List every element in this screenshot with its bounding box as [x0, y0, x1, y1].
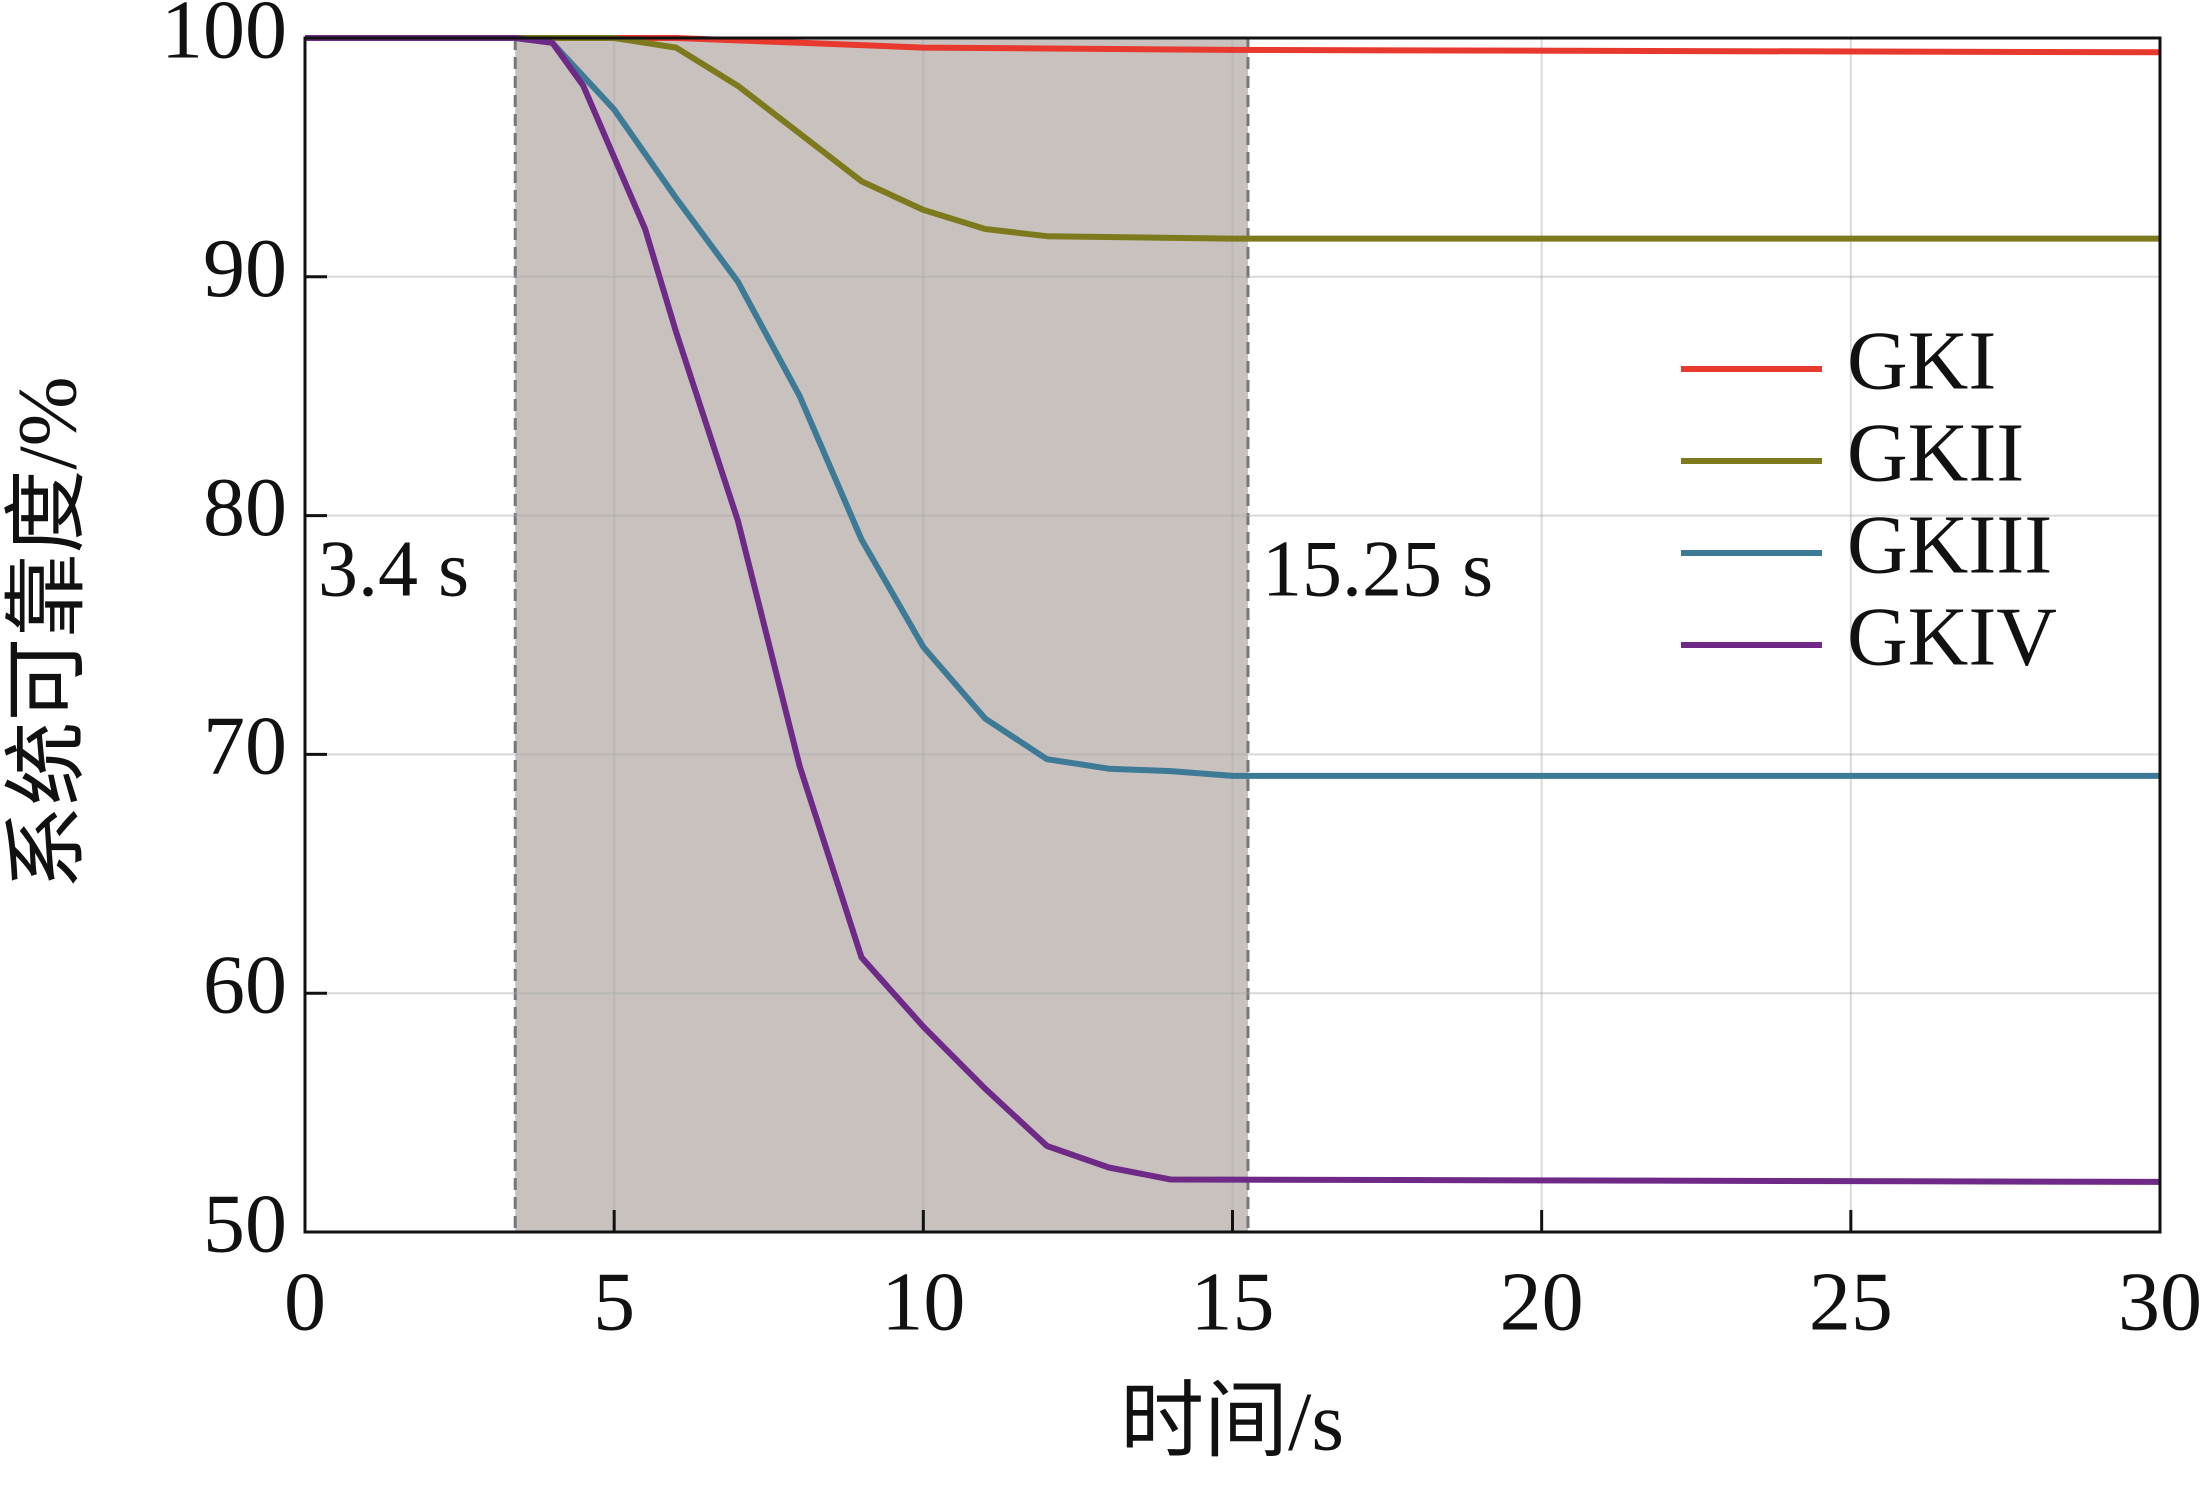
series-line — [305, 35, 2160, 779]
y-axis-label: 系统可靠度/% — [1, 376, 94, 889]
y-tick-label: 90 — [203, 222, 287, 315]
y-tick-label: 60 — [203, 938, 287, 1031]
y-tick-label: 70 — [203, 700, 287, 793]
x-tick-label: 5 — [593, 1255, 635, 1348]
x-tick-label: 20 — [1500, 1255, 1584, 1348]
x-tick-label: 15 — [1191, 1255, 1275, 1348]
series-line — [305, 35, 2161, 1185]
plot-frame — [303, 36, 2162, 1234]
y-tick-label: 80 — [203, 461, 287, 554]
x-tick-label: 0 — [284, 1255, 326, 1348]
y-tick-label: 100 — [161, 0, 287, 76]
x-axis-label: 时间/s — [1120, 1375, 1344, 1468]
x-tick-label: 10 — [881, 1255, 965, 1348]
x-tick-label: 25 — [1809, 1255, 1893, 1348]
y-tick-label: 50 — [203, 1177, 287, 1270]
legend-label: GKII — [1847, 406, 2024, 499]
legend-label: GKIII — [1847, 498, 2052, 591]
shaded-region — [515, 38, 1248, 1232]
x-tick-label: 30 — [2118, 1255, 2202, 1348]
annotation: 15.25 s — [1262, 525, 1493, 613]
legend-label: GKIV — [1847, 590, 2057, 683]
legend-label: GKI — [1847, 314, 1996, 407]
annotation: 3.4 s — [318, 525, 469, 613]
